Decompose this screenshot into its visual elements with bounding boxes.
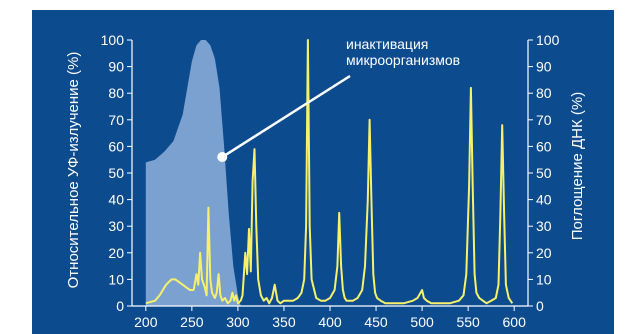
y-left-tick-label: 80 <box>108 85 124 101</box>
y-right-tick-label: 40 <box>536 192 552 208</box>
y-left-tick-label: 30 <box>108 218 124 234</box>
x-tick-label: 200 <box>134 314 158 330</box>
y-right-tick-label: 100 <box>536 32 560 48</box>
y-axis-left-label: Относительное УФ-излучение (%) <box>65 52 82 289</box>
y-right-tick-label: 60 <box>536 138 552 154</box>
y-right-tick-label: 0 <box>536 298 544 314</box>
x-tick-label: 450 <box>364 314 388 330</box>
y-right-tick-label: 80 <box>536 85 552 101</box>
y-axis-right-label: Поглощение ДНК (%) <box>569 92 586 240</box>
chart-panel: инактивация микроорганизмов 0 10 20 30 40 50 60… <box>32 10 614 334</box>
uv-emission-line <box>145 39 514 305</box>
y-right-tick-label: 90 <box>536 59 552 75</box>
y-left-tick-label: 50 <box>108 165 124 181</box>
y-left-tick-label: 20 <box>108 245 124 261</box>
x-tick-label: 300 <box>226 314 250 330</box>
y-left-tick-label: 40 <box>108 192 124 208</box>
y-right-tick-label: 10 <box>536 271 552 287</box>
y-left-tick-label: 0 <box>116 298 124 314</box>
y-left-tick-label: 60 <box>108 138 124 154</box>
y-right-tick-label: 20 <box>536 245 552 261</box>
x-tick-label: 550 <box>456 314 480 330</box>
y-left-tick-label: 100 <box>101 32 125 48</box>
annotation-text-line: микроорганизмов <box>346 52 460 68</box>
annotation-text-line: инактивация <box>346 36 428 52</box>
x-tick-label: 350 <box>272 314 296 330</box>
y-right-tick-label: 50 <box>536 165 552 181</box>
x-tick-label: 500 <box>410 314 434 330</box>
x-tick-label: 600 <box>503 314 527 330</box>
x-tick-label: 250 <box>180 314 204 330</box>
y-left-tick-label: 10 <box>108 271 124 287</box>
y-left-tick-label: 70 <box>108 112 124 128</box>
dna-absorption-area <box>145 40 241 306</box>
y-right-tick-label: 70 <box>536 112 552 128</box>
y-left-tick-label: 90 <box>108 59 124 75</box>
x-tick-label: 400 <box>318 314 342 330</box>
annotation-leader-line <box>221 74 351 159</box>
annotation-dot <box>217 152 228 163</box>
y-right-tick-label: 30 <box>536 218 552 234</box>
